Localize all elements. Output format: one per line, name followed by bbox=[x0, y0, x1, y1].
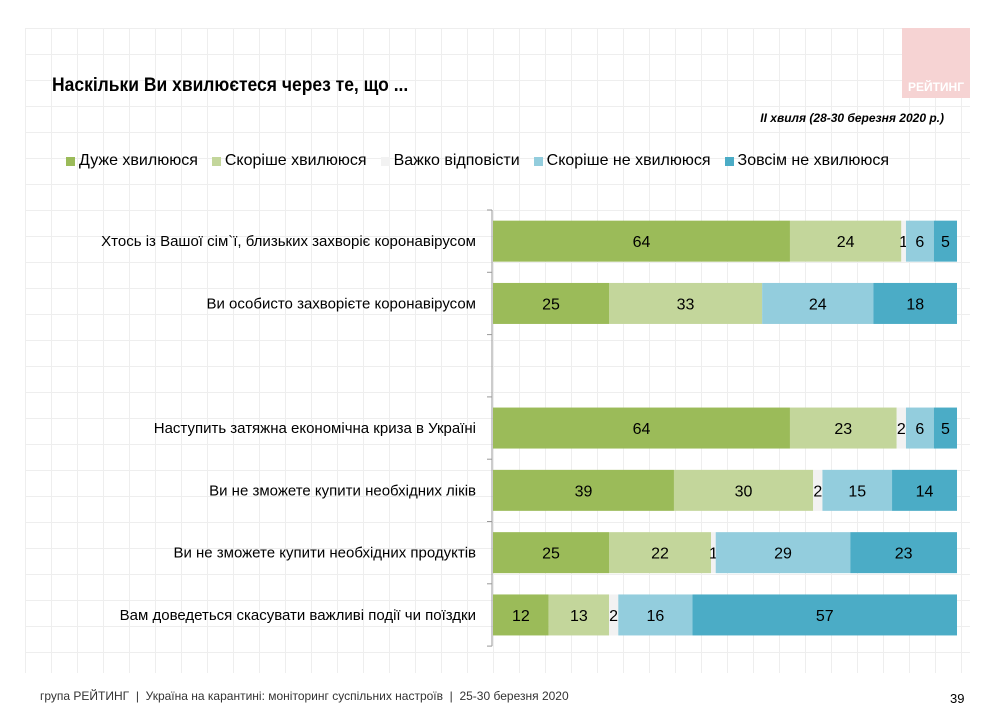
bar-segment bbox=[493, 594, 549, 636]
category-label: Ви не зможете купити необхідних продукті… bbox=[173, 545, 476, 562]
category-label: Ви особисто захворієте коронавірусом bbox=[206, 295, 476, 312]
data-label: 2 bbox=[897, 421, 906, 438]
bar-segment bbox=[673, 469, 814, 511]
bar-segment bbox=[822, 469, 893, 511]
bar-segment bbox=[762, 282, 874, 324]
bar-segment bbox=[896, 407, 906, 449]
legend-label: Дуже хвилююся bbox=[79, 152, 198, 169]
data-label: 64 bbox=[633, 421, 651, 438]
legend-item: Дуже хвилююся bbox=[66, 152, 198, 170]
chart-title: Наскільки Ви хвилюєтеся через те, що ... bbox=[52, 75, 409, 96]
data-label: 2 bbox=[813, 483, 822, 500]
legend-item: Скоріше хвилююся bbox=[211, 152, 367, 170]
bar-segment bbox=[905, 220, 934, 262]
data-label: 2 bbox=[609, 608, 618, 625]
data-label: 6 bbox=[915, 234, 924, 251]
legend-item: Скоріше не хвилююся bbox=[533, 152, 711, 170]
bar-segment bbox=[493, 469, 674, 511]
footer-text: група РЕЙТИНГ | Україна на карантині: мо… bbox=[40, 689, 569, 703]
bar-segment bbox=[873, 282, 957, 324]
bar-segment bbox=[548, 594, 609, 636]
data-label: 39 bbox=[575, 483, 593, 500]
data-label: 33 bbox=[677, 296, 695, 313]
category-label: Вам доведеться скасувати важливі події ч… bbox=[120, 607, 476, 624]
legend: Дуже хвилююся Скоріше хвилююся Важко відпо… bbox=[66, 152, 889, 170]
legend-label: Важко відповісти bbox=[393, 152, 520, 169]
bar-segment bbox=[609, 594, 619, 636]
data-label: 25 bbox=[542, 546, 560, 563]
data-label: 1 bbox=[899, 234, 908, 251]
data-label: 12 bbox=[512, 608, 530, 625]
legend-swatch bbox=[724, 156, 734, 166]
data-label: 23 bbox=[834, 421, 852, 438]
logo-text: РЕЙТИНГ bbox=[907, 80, 965, 94]
data-label: 5 bbox=[941, 421, 950, 438]
legend-label: Зовсім не хвилююся bbox=[737, 152, 890, 169]
data-label: 29 bbox=[774, 546, 792, 563]
legend-label: Скоріше хвилююся bbox=[224, 152, 367, 169]
slide-background bbox=[25, 28, 970, 673]
data-label: 14 bbox=[916, 483, 934, 500]
data-label: 25 bbox=[542, 296, 560, 313]
bar-segment bbox=[813, 469, 823, 511]
data-label: 57 bbox=[816, 608, 834, 625]
bar-segment bbox=[493, 407, 790, 449]
bar-segment bbox=[609, 532, 712, 574]
data-label: 24 bbox=[837, 234, 855, 251]
bar-segment bbox=[493, 220, 790, 262]
bar-segment bbox=[618, 594, 693, 636]
data-label: 5 bbox=[941, 234, 950, 251]
data-label: 1 bbox=[709, 546, 718, 563]
legend-swatch bbox=[533, 156, 543, 166]
category-label: Ви не зможете купити необхідних ліків bbox=[209, 482, 476, 499]
data-label: 6 bbox=[915, 421, 924, 438]
bar-segment bbox=[692, 594, 957, 636]
bar-segment bbox=[493, 532, 609, 574]
data-label: 13 bbox=[570, 608, 588, 625]
bar-segment bbox=[609, 282, 763, 324]
bar-segment bbox=[933, 220, 957, 262]
chart-subtitle: ІІ хвиля (28-30 березня 2020 р.) bbox=[760, 111, 944, 125]
data-label: 30 bbox=[735, 483, 753, 500]
data-label: 23 bbox=[895, 546, 913, 563]
category-label: Наступить затяжна економічна криза в Укр… bbox=[154, 420, 476, 437]
bar-segment bbox=[789, 220, 902, 262]
legend-item: Важко відповісти bbox=[380, 152, 520, 170]
data-label: 64 bbox=[633, 234, 651, 251]
bar-segment bbox=[715, 532, 851, 574]
bar-segment bbox=[901, 220, 906, 262]
data-label: 22 bbox=[651, 546, 669, 563]
bar-segment bbox=[905, 407, 934, 449]
bar-segment bbox=[892, 469, 957, 511]
page-number: 39 bbox=[950, 691, 965, 706]
data-label: 16 bbox=[647, 608, 665, 625]
data-label: 18 bbox=[906, 296, 924, 313]
category-label: Хтось із Вашої сім`ї, близьких захворіє … bbox=[101, 233, 476, 250]
rating-logo: РЕЙТИНГ bbox=[902, 28, 970, 98]
legend-item: Зовсім не хвилююся bbox=[724, 152, 890, 170]
bar-segment bbox=[850, 532, 957, 574]
data-label: 15 bbox=[848, 483, 866, 500]
legend-swatch bbox=[380, 156, 390, 166]
legend-swatch bbox=[211, 156, 221, 166]
bar-segment bbox=[493, 282, 609, 324]
legend-label: Скоріше не хвилююся bbox=[546, 152, 711, 169]
legend-swatch bbox=[66, 156, 75, 166]
bar-segment bbox=[933, 407, 957, 449]
data-label: 24 bbox=[809, 296, 827, 313]
bar-segment bbox=[711, 532, 716, 574]
bar-segment bbox=[789, 407, 897, 449]
